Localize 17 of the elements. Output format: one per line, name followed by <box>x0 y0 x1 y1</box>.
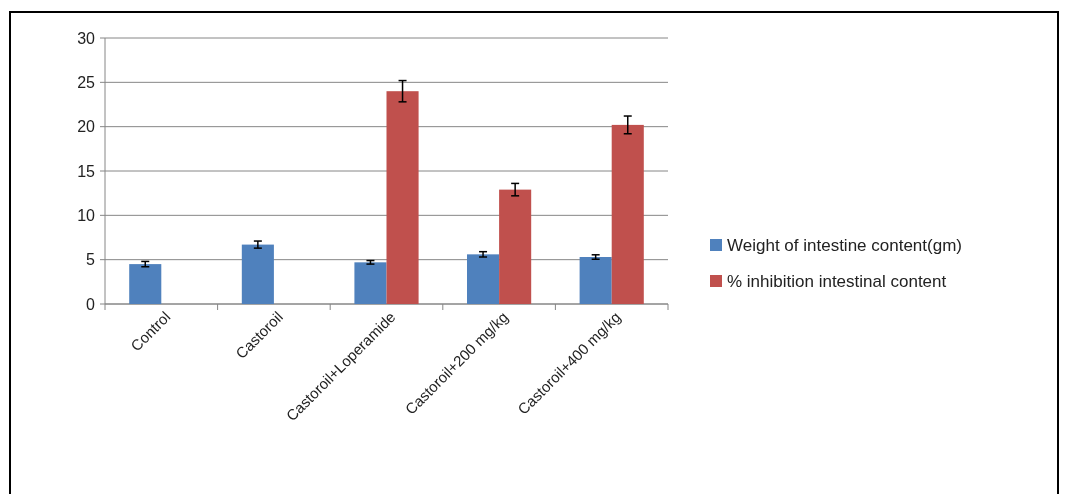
bar <box>241 244 274 304</box>
y-tick-label: 20 <box>77 118 96 136</box>
bar <box>467 254 500 304</box>
y-tick-label: 15 <box>77 162 96 180</box>
y-tick-label: 5 <box>86 251 96 269</box>
bar <box>386 91 419 304</box>
bar <box>129 264 162 304</box>
y-tick-label: 30 <box>77 29 96 47</box>
bar <box>354 262 387 304</box>
bar <box>499 189 532 304</box>
legend-label: % inhibition intestinal content <box>727 271 947 291</box>
y-tick-label: 25 <box>77 73 96 91</box>
legend-label: Weight of intestine content(gm) <box>727 235 962 255</box>
y-tick-label: 0 <box>86 295 96 313</box>
y-tick-label: 10 <box>77 206 96 224</box>
bar <box>579 257 612 304</box>
bar <box>611 124 644 304</box>
